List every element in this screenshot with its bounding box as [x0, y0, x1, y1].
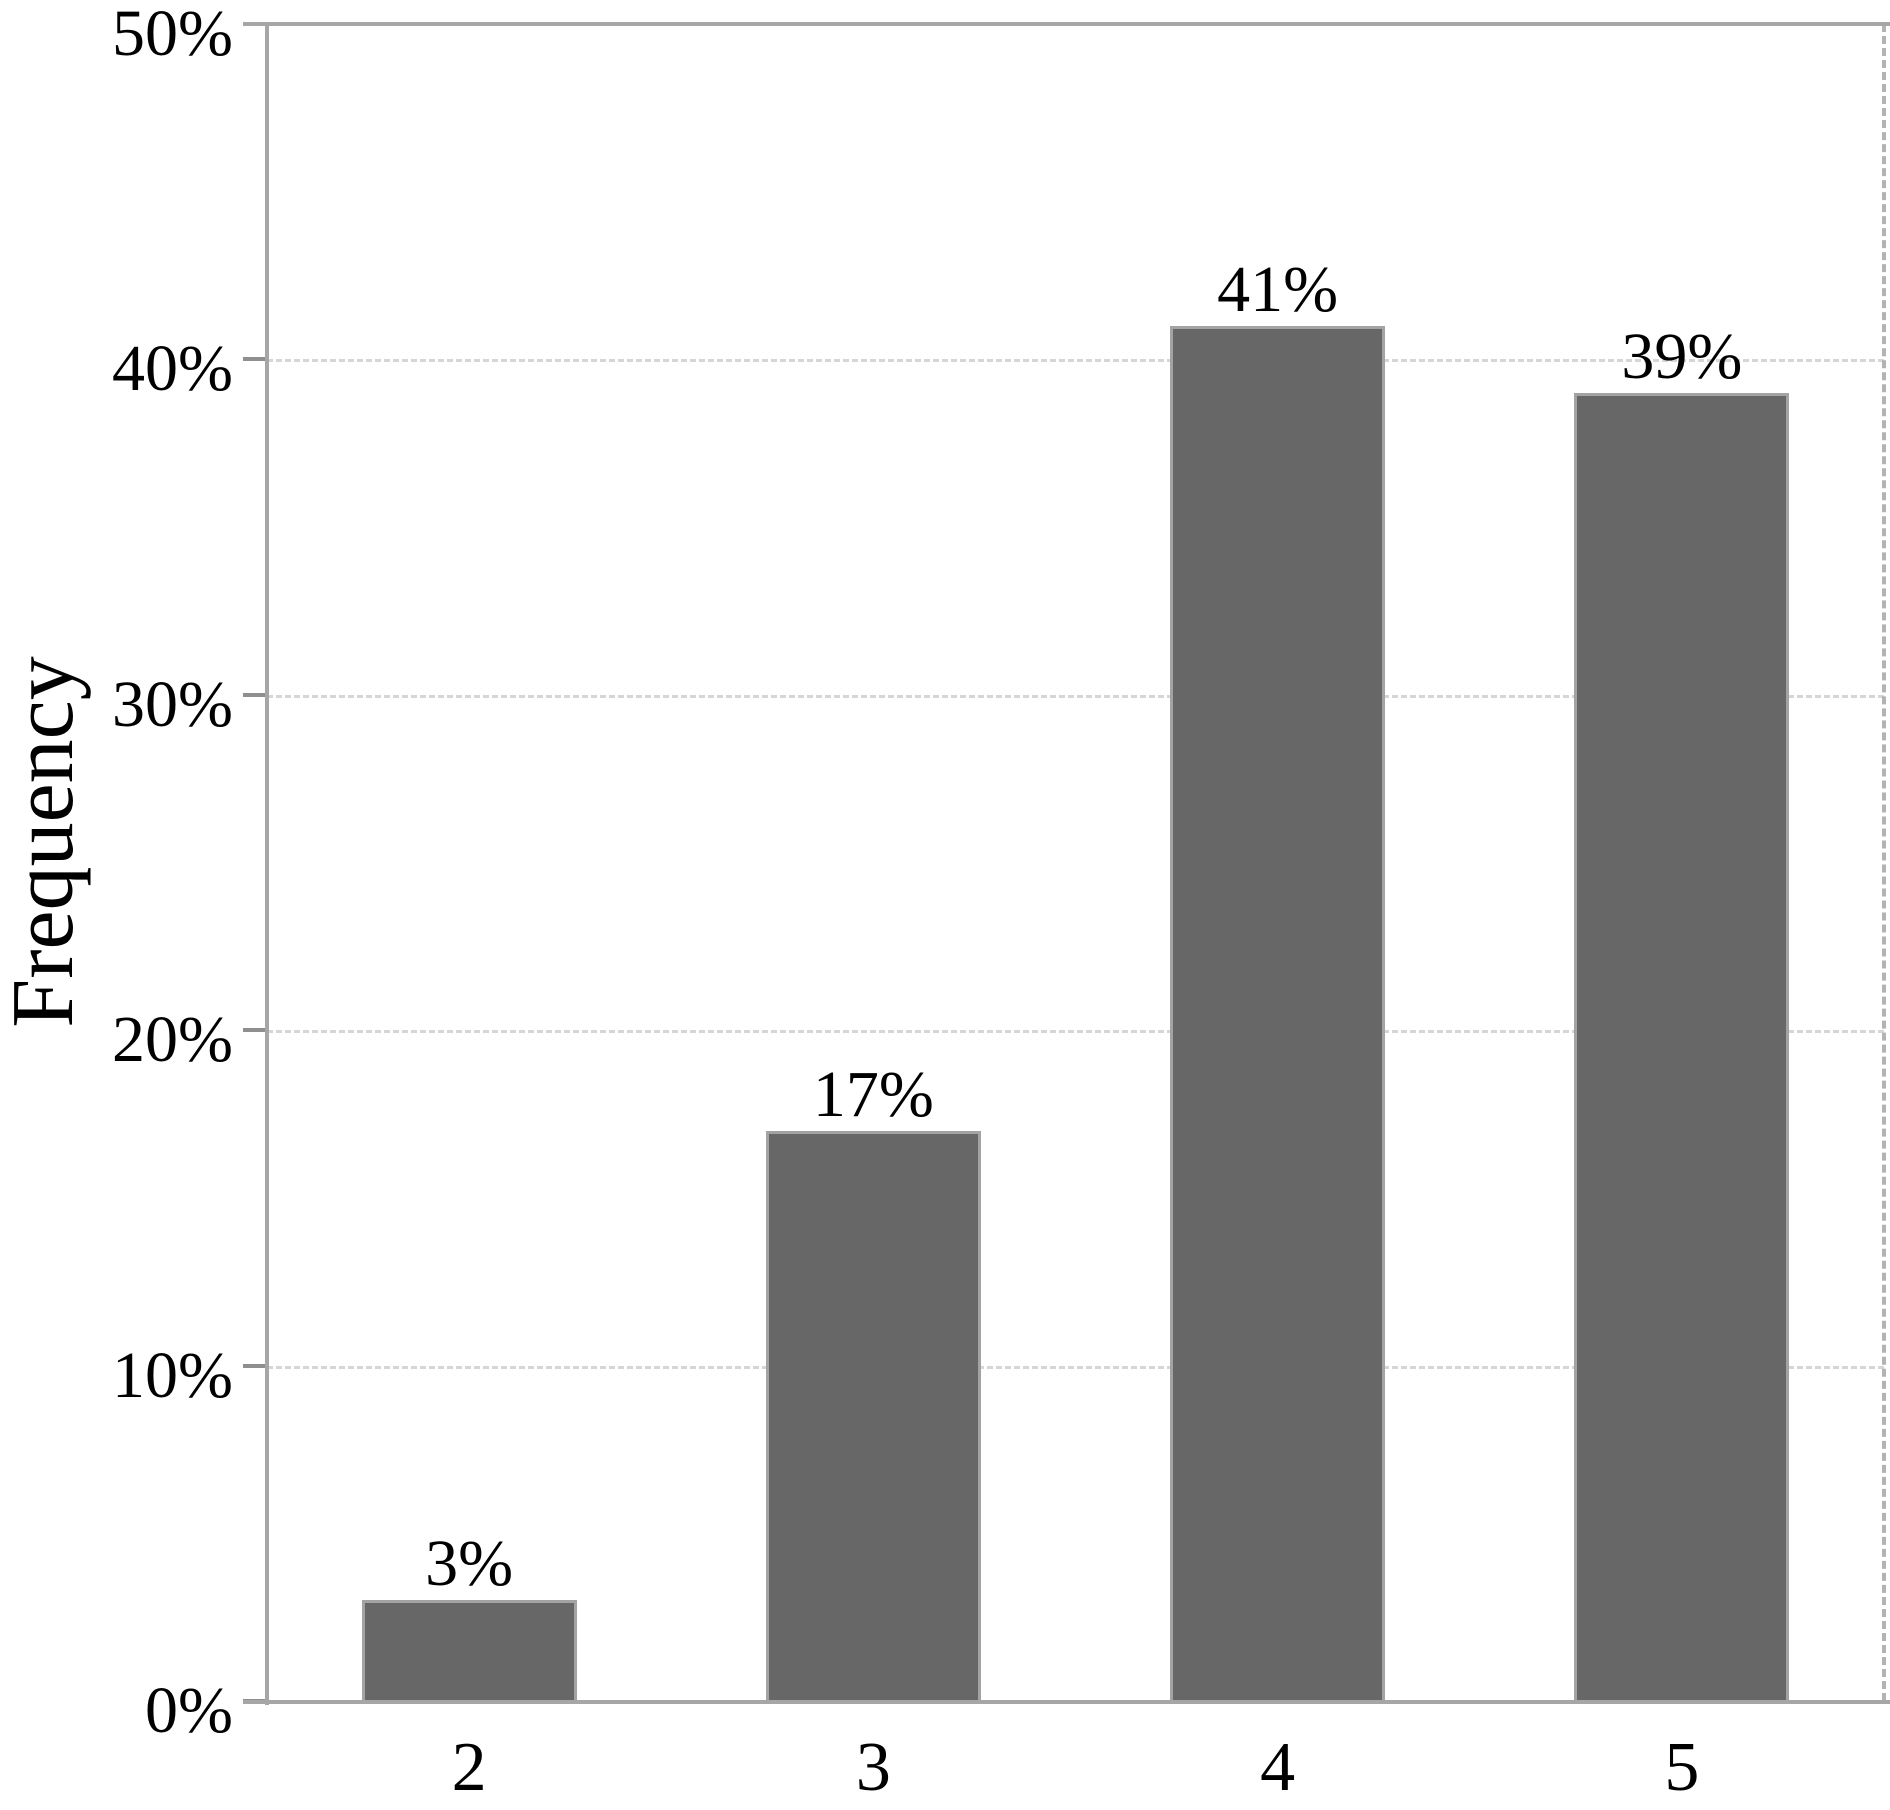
bar-4: [1170, 325, 1386, 1701]
y-axis-line: [265, 24, 269, 1705]
x-category-label: 2: [451, 1729, 487, 1806]
y-tick-label: 30%: [112, 667, 233, 741]
x-axis-line: [243, 1700, 1890, 1704]
plot-top-border: [243, 22, 1890, 26]
y-tick-mark: [243, 357, 267, 362]
bar-5: [1574, 392, 1790, 1701]
bar-value-label: 39%: [1621, 319, 1743, 393]
plot-area: [267, 24, 1884, 1701]
y-tick-label: 0%: [145, 1674, 233, 1747]
x-category-label: 3: [855, 1729, 891, 1806]
gridline-20: [267, 1030, 1884, 1034]
y-tick-mark: [243, 1028, 267, 1033]
y-tick-label: 50%: [112, 0, 233, 70]
y-axis-title: Frequency: [0, 656, 92, 1028]
gridline-40: [267, 359, 1884, 363]
bar-2: [361, 1600, 577, 1701]
bar-value-label: 41%: [1217, 252, 1339, 326]
bar-value-label: 17%: [812, 1057, 934, 1131]
plot-right-border: [1882, 24, 1886, 1701]
gridline-30: [267, 694, 1884, 698]
y-tick-mark: [243, 692, 267, 697]
y-tick-mark: [243, 1363, 267, 1368]
y-tick-label: 20%: [112, 1003, 233, 1077]
x-category-label: 4: [1260, 1729, 1296, 1806]
x-category-label: 5: [1664, 1729, 1700, 1806]
y-tick-label: 40%: [112, 332, 233, 406]
bar-value-label: 3%: [425, 1527, 514, 1601]
y-tick-label: 10%: [112, 1338, 233, 1412]
bar-3: [765, 1130, 981, 1701]
gridline-10: [267, 1365, 1884, 1369]
